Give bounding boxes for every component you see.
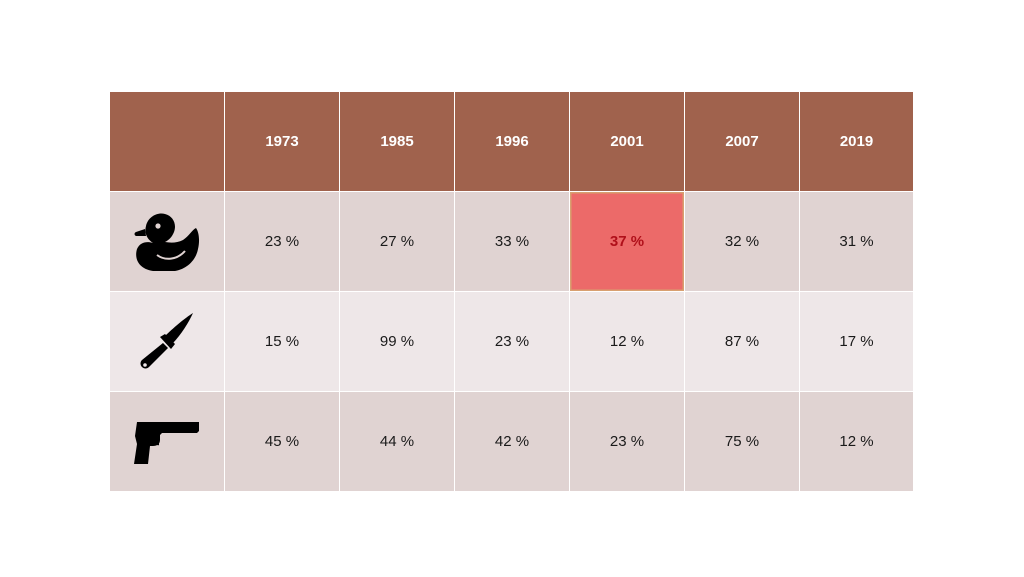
rubber-duck-icon bbox=[134, 213, 200, 271]
value-cell: 17 % bbox=[799, 291, 914, 392]
header-year-cell: 1985 bbox=[339, 91, 455, 192]
value-cell: 12 % bbox=[799, 391, 914, 492]
header-year-cell: 1996 bbox=[454, 91, 570, 192]
value-cell: 23 % bbox=[569, 391, 685, 492]
header-year-cell: 1973 bbox=[224, 91, 340, 192]
table-row-pistol: 45 % 44 % 42 % 23 % 75 % 12 % bbox=[109, 391, 914, 492]
knife-icon bbox=[140, 312, 193, 368]
data-table: 1973 1985 1996 2001 2007 2019 23 % bbox=[109, 91, 914, 492]
table-row-duck: 23 % 27 % 33 % 37 % 32 % 31 % bbox=[109, 191, 914, 292]
highlighted-value-cell: 37 % bbox=[569, 191, 685, 292]
value-cell: 23 % bbox=[454, 291, 570, 392]
pistol-icon bbox=[134, 421, 199, 464]
value-cell: 12 % bbox=[569, 291, 685, 392]
table-row-knife: 15 % 99 % 23 % 12 % 87 % 17 % bbox=[109, 291, 914, 392]
value-cell: 87 % bbox=[684, 291, 800, 392]
value-cell: 15 % bbox=[224, 291, 340, 392]
value-cell: 31 % bbox=[799, 191, 914, 292]
header-row: 1973 1985 1996 2001 2007 2019 bbox=[109, 91, 914, 192]
header-year-cell: 2007 bbox=[684, 91, 800, 192]
value-cell: 33 % bbox=[454, 191, 570, 292]
value-cell: 32 % bbox=[684, 191, 800, 292]
value-cell: 42 % bbox=[454, 391, 570, 492]
row-icon-cell bbox=[109, 291, 225, 392]
value-cell: 23 % bbox=[224, 191, 340, 292]
header-year-cell: 2019 bbox=[799, 91, 914, 192]
header-corner-cell bbox=[109, 91, 225, 192]
value-cell: 44 % bbox=[339, 391, 455, 492]
row-icon-cell bbox=[109, 191, 225, 292]
row-icon-cell bbox=[109, 391, 225, 492]
header-year-cell: 2001 bbox=[569, 91, 685, 192]
value-cell: 75 % bbox=[684, 391, 800, 492]
value-cell: 27 % bbox=[339, 191, 455, 292]
value-cell: 99 % bbox=[339, 291, 455, 392]
value-cell: 45 % bbox=[224, 391, 340, 492]
